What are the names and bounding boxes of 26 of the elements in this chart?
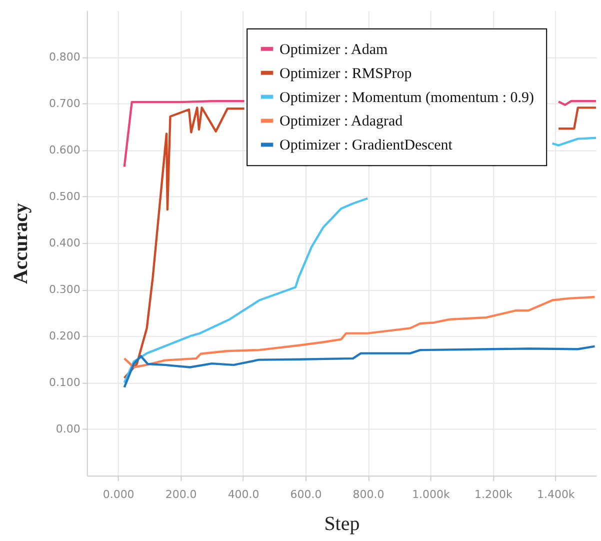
y-tick-label: 0.100 [48,376,80,390]
x-tick-label: 400.0 [228,488,260,502]
x-tick-label: 800.0 [352,488,384,502]
x-tick-label: 1.400k [537,488,576,502]
legend-label: Optimizer : Adam [280,42,388,58]
line-series [123,345,596,388]
x-tick-label: 0.000 [102,488,134,502]
legend-label: Optimizer : GradientDescent [280,138,454,154]
legend-label: Optimizer : Momentum (momentum : 0.9) [280,90,534,106]
legend-label: Optimizer : RMSProp [280,66,412,82]
x-tick-label: 200.0 [165,488,197,502]
y-tick-label: 0.00 [56,422,80,436]
x-tick-label: 600.0 [290,488,322,502]
y-tick-label: 0.800 [48,50,80,64]
x-tick-label: 1.000k [412,488,450,502]
y-tick-label: 0.700 [48,96,80,110]
x-axis-title: Step [324,513,360,536]
x-tick-label: 1.200k [474,488,513,502]
y-axis-title: Accuracy [10,203,32,284]
legend-label: Optimizer : Adagrad [280,114,404,130]
y-tick-label: 0.600 [48,143,80,156]
y-tick-label: 0.300 [48,283,80,296]
y-tick-label: 0.400 [48,236,80,250]
y-tick-label: 0.500 [48,190,80,204]
line-series [123,296,596,368]
y-tick-label: 0.200 [48,330,80,343]
